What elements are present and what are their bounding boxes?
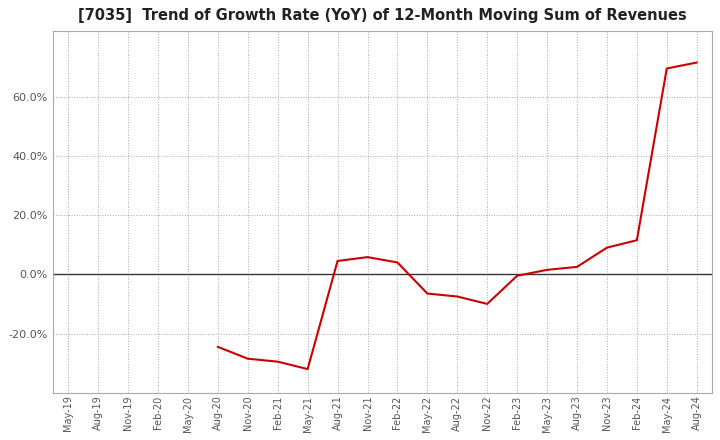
Title: [7035]  Trend of Growth Rate (YoY) of 12-Month Moving Sum of Revenues: [7035] Trend of Growth Rate (YoY) of 12-… <box>78 8 687 23</box>
